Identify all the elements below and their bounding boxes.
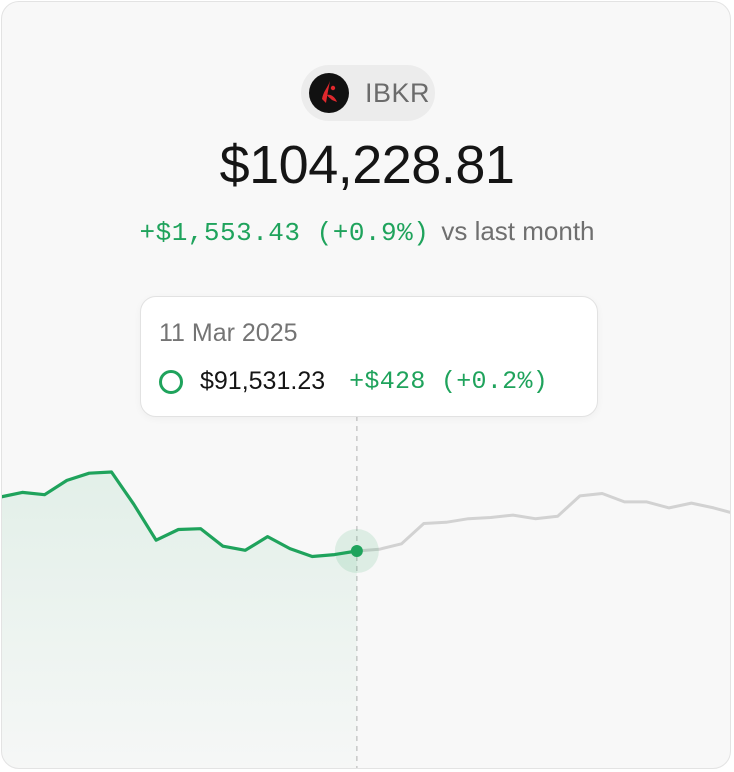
ticker-label: IBKR	[365, 77, 431, 108]
tooltip-value-row: $91,531.23 +$428 (+0.2%)	[159, 367, 548, 396]
tooltip-change: +$428 (+0.2%)	[349, 367, 549, 396]
monthly-change-row: +$1,553.43 (+0.9%) vs last month	[2, 216, 730, 248]
tooltip-value: $91,531.23	[200, 367, 326, 395]
selected-point-dot[interactable]	[350, 545, 363, 558]
future-series-line	[355, 492, 730, 553]
ibkr-logo-icon	[309, 73, 349, 113]
total-portfolio-value: $104,228.81	[219, 135, 515, 195]
chart-tooltip: 11 Mar 2025 $91,531.23 +$428 (+0.2%)	[140, 296, 598, 417]
past-series-line	[2, 470, 359, 559]
tooltip-date: 11 Mar 2025	[159, 319, 298, 347]
monthly-change-amount: +$1,553.43 (+0.9%)	[139, 218, 430, 248]
past-area-fill	[2, 472, 357, 768]
monthly-change-suffix: vs last month	[441, 216, 595, 246]
ring-icon	[159, 369, 183, 394]
ticker-pill[interactable]: IBKR	[301, 65, 435, 121]
